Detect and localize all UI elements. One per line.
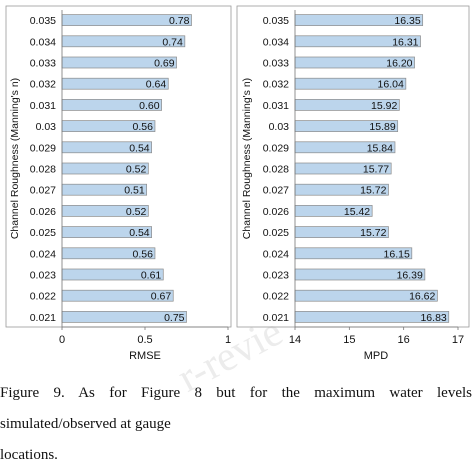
x-tick-label: 0.5 [137,334,152,346]
bar-value-label: 0.52 [126,164,147,176]
y-tick-label: 0.021 [30,312,56,324]
bar-value-label: 16.31 [392,36,418,48]
bar-value-label: 16.04 [378,79,404,91]
y-tick-label: 0.029 [30,142,56,154]
y-tick-label: 0.027 [263,185,289,197]
y-tick-label: 0.024 [263,248,289,260]
x-tick-label: 17 [452,334,464,346]
x-tick-label: 0 [59,334,65,346]
bar-value-label: 0.52 [126,206,147,218]
bar-value-label: 15.92 [371,100,397,112]
rmse-chart: 0.78 0.035 0.74 0.034 0.69 0.033 0.64 0.032 0.60… [5,5,232,362]
bar-value-label: 0.56 [133,248,154,260]
y-tick-label: 0.032 [263,79,289,91]
bar-value-label: 0.67 [151,291,172,303]
bar-value-label: 15.72 [360,227,386,239]
y-tick-label: 0.029 [263,142,289,154]
y-tick-label: 0.022 [263,291,289,303]
y-axis-title: Channel Roughness (Manning's n) [241,78,253,239]
y-tick-label: 0.034 [30,36,56,48]
bar-value-label: 16.39 [397,270,423,282]
y-tick-label: 0.022 [30,291,56,303]
y-tick-label: 0.025 [263,227,289,239]
bar-value-label: 15.84 [367,142,393,154]
bar-value-label: 16.83 [420,312,446,324]
bar-value-label: 15.77 [363,164,389,176]
bar-value-label: 0.69 [154,58,175,70]
y-tick-label: 0.033 [30,58,56,70]
y-tick-label: 0.033 [263,58,289,70]
bar-value-label: 0.54 [129,142,150,154]
figure-caption: Figure 9. As for Figure 8 but for the ma… [0,378,474,471]
bar-value-label: 0.78 [169,15,190,27]
bar-value-label: 16.35 [394,15,420,27]
y-tick-label: 0.031 [30,100,56,112]
bar-value-label: 16.20 [386,58,412,70]
bar-value-label: 0.51 [124,185,145,197]
x-tick-label: 15 [343,334,355,346]
y-tick-label: 0.027 [30,185,56,197]
bar-value-label: 0.61 [141,270,162,282]
y-tick-label: 0.023 [30,270,56,282]
x-tick-label: 14 [289,334,301,346]
figure-charts: 0.78 0.035 0.74 0.034 0.69 0.033 0.64 0.032 0.60… [5,5,470,362]
bar-value-label: 15.89 [369,121,395,133]
y-tick-label: 0.028 [263,164,289,176]
bar-value-label: 0.56 [133,121,154,133]
y-tick-label: 0.035 [263,15,289,27]
y-tick-label: 0.023 [263,270,289,282]
x-tick-label: 16 [398,334,410,346]
y-tick-label: 0.021 [263,312,289,324]
caption-line-1: Figure 9. As for Figure 8 but for the ma… [0,385,472,432]
bar-value-label: 15.42 [344,206,370,218]
y-tick-label: 0.031 [263,100,289,112]
bar-value-label: 0.75 [164,312,185,324]
x-axis-title: MPD [364,350,389,362]
y-tick-label: 0.034 [263,36,289,48]
y-tick-label: 0.03 [269,121,290,133]
bar-value-label: 0.64 [146,79,167,91]
y-tick-label: 0.026 [263,206,289,218]
bar-value-label: 16.62 [409,291,435,303]
x-axis-title: RMSE [129,350,161,362]
bar-value-label: 0.74 [162,36,183,48]
bar-value-label: 0.60 [139,100,160,112]
bar-value-label: 15.72 [360,185,386,197]
y-tick-label: 0.026 [30,206,56,218]
y-axis-title: Channel Roughness (Manning's n) [9,78,21,239]
y-tick-label: 0.03 [36,121,57,133]
mpd-chart: 16.35 0.035 16.31 0.034 16.20 0.033 16.04 0.032… [236,5,470,362]
y-tick-label: 0.025 [30,227,56,239]
y-tick-label: 0.032 [30,79,56,91]
y-tick-label: 0.024 [30,248,56,260]
y-tick-label: 0.035 [30,15,56,27]
x-tick-label: 1 [225,334,231,346]
y-tick-label: 0.028 [30,164,56,176]
bar-value-label: 16.15 [384,248,410,260]
caption-line-2: locations. [0,447,58,463]
bar-value-label: 0.54 [129,227,150,239]
